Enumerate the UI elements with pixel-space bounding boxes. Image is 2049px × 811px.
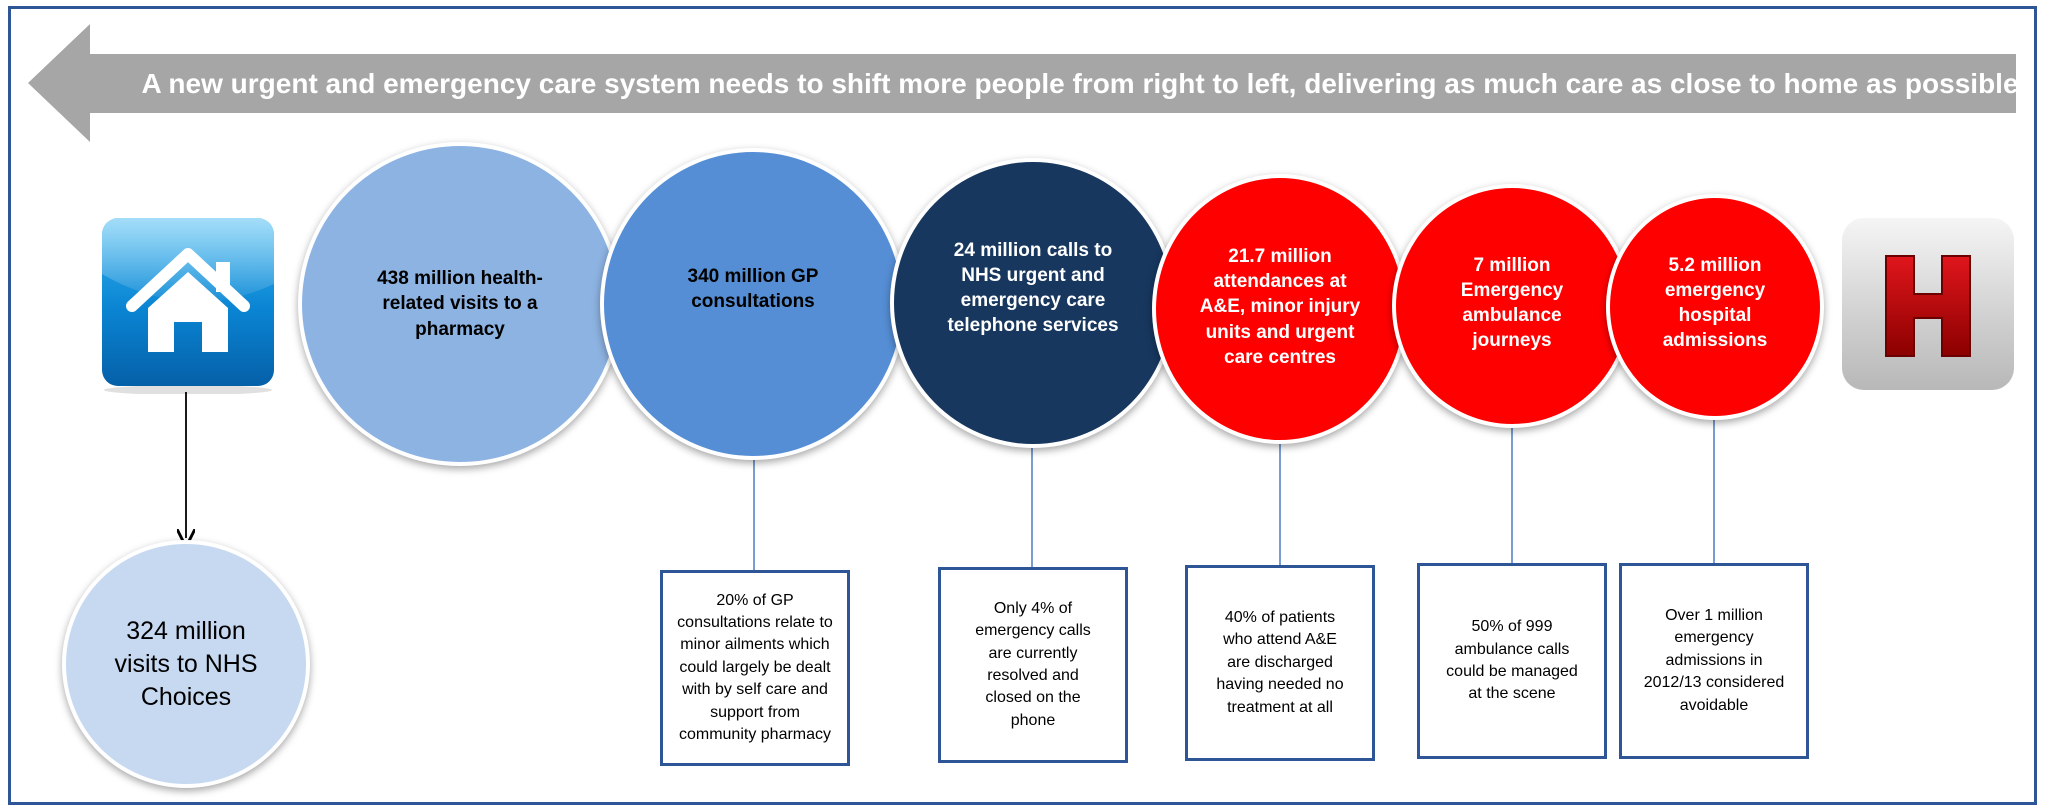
nhs-choices-text: 324 million visits to NHS Choices xyxy=(114,616,258,711)
telephone-calls-circle: 24 million calls to NHS urgent and emerg… xyxy=(890,158,1176,448)
admissions-note-text: Over 1 million emergency admissions in 2… xyxy=(1643,607,1785,714)
hospital-admissions-circle: 5.2 million emergency hospital admission… xyxy=(1606,194,1824,420)
ae-attendances-text: 21.7 million attendances at A&E, minor i… xyxy=(1199,246,1361,368)
ambulance-journeys-circle: 7 million Emergency ambulance journeys xyxy=(1392,184,1632,428)
telephone-note-text: Only 4% of emergency calls are currently… xyxy=(975,599,1091,729)
hospital-h-icon: H xyxy=(1842,218,2014,390)
ambulance-note-text: 50% of 999 ambulance calls could be mana… xyxy=(1446,618,1578,703)
gp-consultations-circle: 340 million GP consultations xyxy=(600,148,906,460)
gp-note: 20% of GP consultations relate to minor … xyxy=(660,570,850,766)
gp-note-text: 20% of GP consultations relate to minor … xyxy=(677,591,833,743)
admissions-note: Over 1 million emergency admissions in 2… xyxy=(1619,563,1809,759)
telephone-calls-text: 24 million calls to NHS urgent and emerg… xyxy=(947,239,1119,337)
banner-text: A new urgent and emergency care system n… xyxy=(141,68,2019,99)
left-arrow-banner xyxy=(28,24,2016,142)
house-icon xyxy=(102,218,274,394)
pharmacy-visits-circle: 438 million health-related visits to a p… xyxy=(298,142,622,466)
ambulance-journeys-text: 7 million Emergency ambulance journeys xyxy=(1460,254,1564,352)
ambulance-note: 50% of 999 ambulance calls could be mana… xyxy=(1417,563,1607,759)
ae-attendances-circle: 21.7 million attendances at A&E, minor i… xyxy=(1152,174,1408,444)
nhs-choices-circle: 324 million visits to NHS Choices xyxy=(62,540,310,788)
gp-consultations-text: 340 million GP consultations xyxy=(687,265,819,312)
telephone-note: Only 4% of emergency calls are currently… xyxy=(938,567,1128,763)
pharmacy-visits-text: 438 million health-related visits to a p… xyxy=(377,268,543,340)
ae-note: 40% of patients who attend A&E are disch… xyxy=(1185,565,1375,761)
ae-note-text: 40% of patients who attend A&E are disch… xyxy=(1216,609,1344,716)
hospital-admissions-text: 5.2 million emergency hospital admission… xyxy=(1662,254,1768,352)
